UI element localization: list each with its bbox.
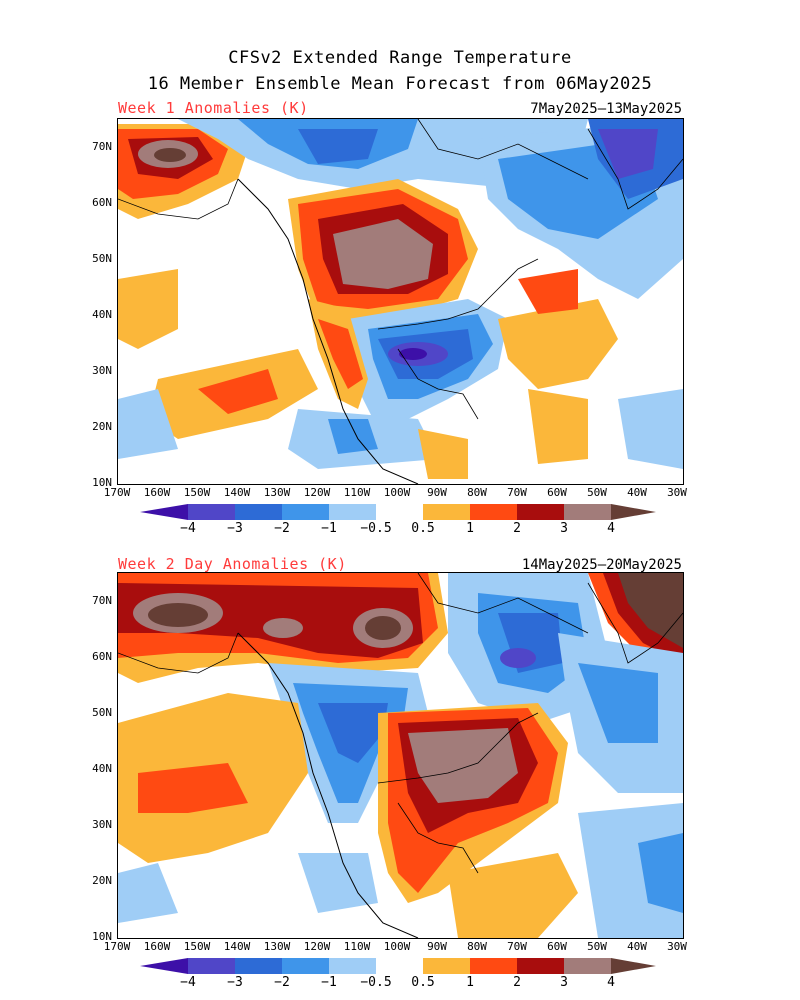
p2-lon-80w: 80W: [467, 940, 487, 953]
chart-title-line2: 16 Member Ensemble Mean Forecast from 06…: [147, 74, 653, 94]
p2-lon-130w: 130W: [263, 940, 291, 953]
p1-lon-50w: 50W: [587, 486, 607, 499]
p1-lon-90w: 90W: [427, 486, 447, 499]
p1-lon-30w: 30W: [667, 486, 687, 499]
p2-lat-70: 70N: [92, 594, 112, 607]
week2-map-svg: [118, 573, 683, 938]
p2-lon-30w: 30W: [667, 940, 687, 953]
p1-lat-30: 30N: [92, 364, 112, 377]
p2-lon-120w: 120W: [303, 940, 331, 953]
p1-lat-20: 20N: [92, 420, 112, 433]
p1-lat-60: 60N: [92, 196, 112, 209]
week1-anomaly-map: [117, 118, 684, 485]
p1-lon-120w: 120W: [303, 486, 331, 499]
p1-lon-150w: 150W: [183, 486, 211, 499]
cb2-label-m1: −1: [321, 975, 337, 990]
cb2-label-p4: 4: [607, 975, 615, 990]
cb1-label-p2: 2: [513, 521, 521, 536]
cb1-label-m4: −4: [180, 521, 196, 536]
colorbar-2: [140, 958, 656, 974]
p1-lat-50: 50N: [92, 252, 112, 265]
p2-lon-170w: 170W: [103, 940, 131, 953]
cb2-label-p3: 3: [560, 975, 568, 990]
p2-lon-150w: 150W: [183, 940, 211, 953]
p2-lat-60: 60N: [92, 650, 112, 663]
p2-lon-110w: 110W: [343, 940, 371, 953]
p1-lat-10: 10N: [92, 476, 112, 489]
p1-lon-130w: 130W: [263, 486, 291, 499]
p2-lat-10: 10N: [92, 930, 112, 943]
cb2-label-p05: 0.5: [411, 975, 435, 990]
panel2-dates: 14May2025–20May2025: [521, 557, 682, 573]
p1-lon-140w: 140W: [223, 486, 251, 499]
p2-lon-90w: 90W: [427, 940, 447, 953]
p1-lon-60w: 60W: [547, 486, 567, 499]
p2-lat-50: 50N: [92, 706, 112, 719]
p2-lat-40: 40N: [92, 762, 112, 775]
p2-lon-140w: 140W: [223, 940, 251, 953]
cb1-label-p4: 4: [607, 521, 615, 536]
p1-lat-70: 70N: [92, 140, 112, 153]
p2-lon-100w: 100W: [383, 940, 411, 953]
cb1-label-m05: −0.5: [360, 521, 392, 536]
cb1-label-p05: 0.5: [411, 521, 435, 536]
cb2-label-p2: 2: [513, 975, 521, 990]
colorbar-1: [140, 504, 656, 520]
chart-title-line1: CFSv2 Extended Range Temperature: [228, 48, 572, 68]
p1-lon-70w: 70W: [507, 486, 527, 499]
cb2-label-m05: −0.5: [360, 975, 392, 990]
p2-lat-30: 30N: [92, 818, 112, 831]
panel2-label: Week 2 Day Anomalies (K): [118, 555, 347, 573]
p1-lon-110w: 110W: [343, 486, 371, 499]
panel1-dates: 7May2025–13May2025: [530, 101, 682, 117]
p2-lon-160w: 160W: [143, 940, 171, 953]
week1-map-svg: [118, 119, 683, 484]
cb1-label-m1: −1: [321, 521, 337, 536]
p2-lon-70w: 70W: [507, 940, 527, 953]
cb1-label-m2: −2: [274, 521, 290, 536]
week2-anomaly-map: [117, 572, 684, 939]
cb2-label-m2: −2: [274, 975, 290, 990]
cb2-label-m4: −4: [180, 975, 196, 990]
cb2-label-p1: 1: [466, 975, 474, 990]
p2-lon-50w: 50W: [587, 940, 607, 953]
p2-lon-40w: 40W: [627, 940, 647, 953]
p1-lon-80w: 80W: [467, 486, 487, 499]
p2-lat-20: 20N: [92, 874, 112, 887]
p1-lon-40w: 40W: [627, 486, 647, 499]
p2-lon-60w: 60W: [547, 940, 567, 953]
p1-lon-160w: 160W: [143, 486, 171, 499]
panel1-label: Week 1 Anomalies (K): [118, 99, 309, 117]
cb1-label-m3: −3: [227, 521, 243, 536]
p1-lon-170w: 170W: [103, 486, 131, 499]
cb1-label-p1: 1: [466, 521, 474, 536]
p1-lat-40: 40N: [92, 308, 112, 321]
cb2-label-m3: −3: [227, 975, 243, 990]
cb1-label-p3: 3: [560, 521, 568, 536]
p1-lon-100w: 100W: [383, 486, 411, 499]
